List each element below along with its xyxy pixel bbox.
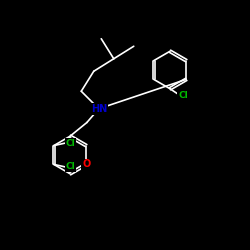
Text: Cl: Cl — [66, 138, 76, 147]
Text: O: O — [82, 160, 90, 170]
Text: Cl: Cl — [66, 162, 76, 172]
Text: Cl: Cl — [178, 90, 188, 100]
Text: HN: HN — [90, 104, 107, 114]
